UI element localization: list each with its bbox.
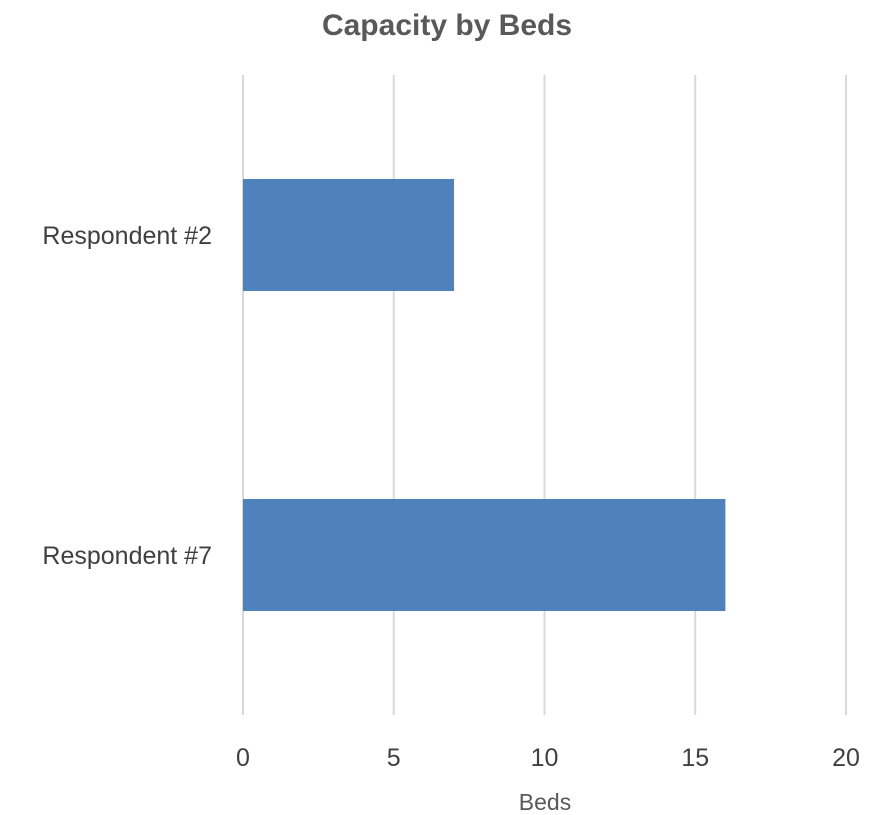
category-label: Respondent #2 — [42, 222, 212, 250]
bars — [243, 179, 726, 611]
chart-title: Capacity by Beds — [322, 9, 572, 42]
x-axis-title: Beds — [519, 789, 571, 815]
gridlines — [242, 75, 847, 715]
category-label: Respondent #7 — [42, 542, 212, 570]
x-tick-label: 10 — [531, 744, 559, 772]
bar-respondent-2 — [243, 179, 455, 291]
x-tick-label: 0 — [236, 744, 250, 772]
category-labels: Respondent #2 Respondent #7 — [42, 222, 212, 570]
x-tick-label: 20 — [832, 744, 860, 772]
x-tick-label: 5 — [387, 744, 401, 772]
bar-respondent-7 — [243, 499, 726, 611]
x-tick-label: 15 — [681, 744, 709, 772]
x-tick-labels: 0 5 10 15 20 — [236, 744, 860, 772]
